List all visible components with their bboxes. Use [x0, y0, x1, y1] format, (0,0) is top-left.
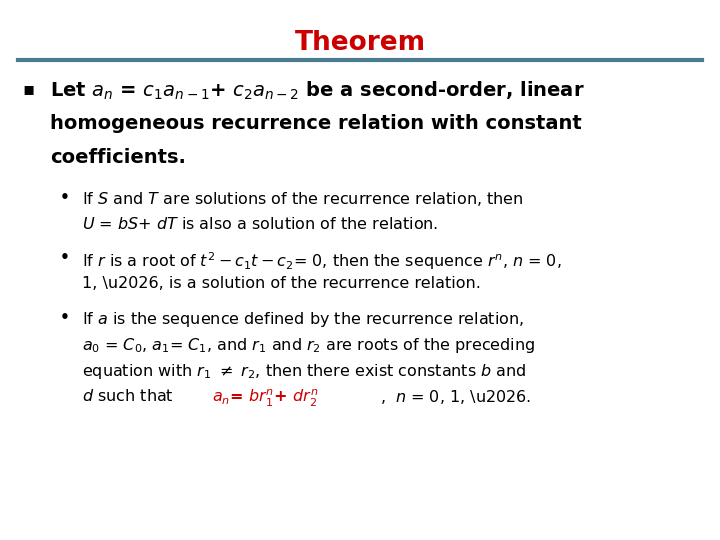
Text: $a_n$= $br_1^n$+ $dr_2^n$: $a_n$= $br_1^n$+ $dr_2^n$ — [212, 388, 318, 409]
Text: •: • — [60, 250, 70, 265]
Text: If $S$ and $T$ are solutions of the recurrence relation, then: If $S$ and $T$ are solutions of the recu… — [82, 190, 523, 208]
Text: $a_0$ = $C_0$, $a_1$= $C_1$, and $r_1$ and $r_2$ are roots of the preceding: $a_0$ = $C_0$, $a_1$= $C_1$, and $r_1$ a… — [82, 336, 535, 355]
Text: If $a$ is the sequence defined by the recurrence relation,: If $a$ is the sequence defined by the re… — [82, 310, 524, 329]
Text: If $r$ is a root of $t^2-c_1t-c_2$= 0, then the sequence $r^n$, $n$ = 0,: If $r$ is a root of $t^2-c_1t-c_2$= 0, t… — [82, 250, 562, 272]
Text: ,  $n$ = 0, 1, \u2026.: , $n$ = 0, 1, \u2026. — [380, 388, 531, 406]
Text: Theorem: Theorem — [294, 30, 426, 56]
Text: coefficients.: coefficients. — [50, 148, 186, 167]
Text: 1, \u2026, is a solution of the recurrence relation.: 1, \u2026, is a solution of the recurren… — [82, 276, 481, 291]
Text: •: • — [60, 190, 70, 205]
Text: ▪: ▪ — [22, 80, 35, 98]
Text: equation with $r_1$ $\neq$ $r_2$, then there exist constants $b$ and: equation with $r_1$ $\neq$ $r_2$, then t… — [82, 362, 526, 381]
Text: •: • — [60, 310, 70, 325]
Text: Let $a_n$ = $c_1a_{n-1}$+ $c_2a_{n-2}$ be a second-order, linear: Let $a_n$ = $c_1a_{n-1}$+ $c_2a_{n-2}$ b… — [50, 80, 585, 102]
Text: $U$ = $bS$+ $dT$ is also a solution of the relation.: $U$ = $bS$+ $dT$ is also a solution of t… — [82, 216, 438, 232]
Text: homogeneous recurrence relation with constant: homogeneous recurrence relation with con… — [50, 114, 582, 133]
Text: $d$ such that: $d$ such that — [82, 388, 174, 404]
